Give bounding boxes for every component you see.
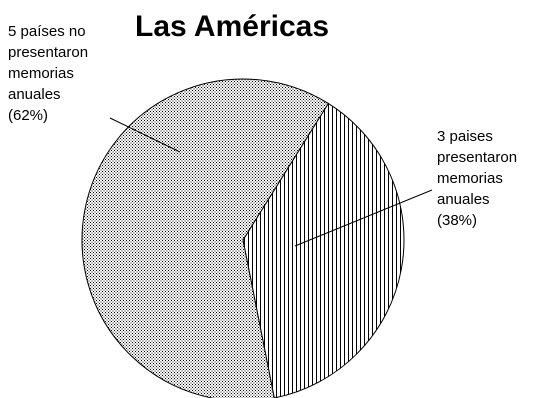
- slice-label-0-line-1: presentaron: [8, 44, 89, 61]
- leader-line-1: [294, 189, 433, 247]
- slice-label-0-line-2: memorias: [8, 65, 74, 82]
- slice-label-0: 5 países no presentaron memorias anuales (62…: [8, 21, 88, 126]
- leader-line-0: [109, 117, 181, 153]
- slice-label-1: 3 paises presentaron memorias anuales (38%): [437, 126, 517, 231]
- slice-label-1-line-2: memorias: [437, 170, 503, 187]
- slice-label-1-line-1: presentaron: [437, 149, 518, 166]
- slice-label-0-line-4: (62%): [8, 107, 49, 124]
- pie-slice-1: [242, 102, 405, 398]
- slice-label-0-line-3: anuales: [8, 86, 61, 103]
- slice-label-1-line-3: anuales: [437, 191, 490, 208]
- slice-label-1-line-0: 3 paises: [437, 128, 493, 145]
- chart-title: Las Américas: [135, 10, 330, 43]
- slice-label-0-line-0: 5 países no: [8, 23, 86, 40]
- pie-slice-0: [81, 78, 330, 398]
- slice-label-1-line-4: (38%): [437, 212, 478, 229]
